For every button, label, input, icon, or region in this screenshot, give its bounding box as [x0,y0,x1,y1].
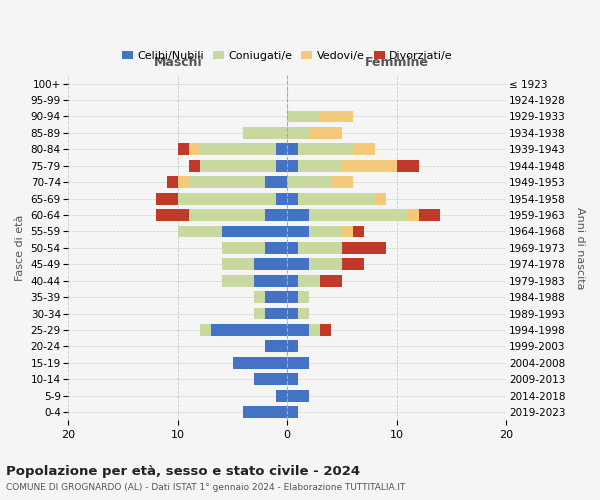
Bar [221,226,287,237]
Bar [178,192,276,204]
Bar [407,209,419,221]
Bar [309,258,342,270]
Bar [419,209,440,221]
Bar [265,209,287,221]
Bar [320,324,331,336]
Bar [221,242,265,254]
Bar [298,160,342,172]
Bar [221,275,254,286]
Bar [287,374,298,385]
Bar [265,176,287,188]
Bar [178,176,189,188]
Bar [320,110,353,122]
Bar [211,324,287,336]
Bar [309,127,342,139]
Bar [298,242,342,254]
Bar [254,258,287,270]
Bar [276,192,287,204]
Bar [178,144,189,155]
Bar [298,308,309,320]
Bar [287,406,298,418]
Bar [156,209,189,221]
Bar [167,176,178,188]
Bar [309,324,320,336]
Bar [189,160,200,172]
Bar [287,357,309,368]
Bar [189,209,265,221]
Bar [265,308,287,320]
Legend: Celibi/Nubili, Coniugati/e, Vedovi/e, Divorziati/e: Celibi/Nubili, Coniugati/e, Vedovi/e, Di… [117,46,457,66]
Y-axis label: Anni di nascita: Anni di nascita [575,206,585,289]
Bar [353,226,364,237]
Bar [200,160,276,172]
Bar [287,258,309,270]
Y-axis label: Fasce di età: Fasce di età [15,214,25,281]
Bar [298,291,309,303]
Bar [189,144,200,155]
Bar [276,160,287,172]
Bar [298,144,353,155]
Bar [265,340,287,352]
Bar [320,275,342,286]
Bar [265,291,287,303]
Bar [287,144,298,155]
Bar [287,340,298,352]
Bar [221,258,254,270]
Bar [233,357,287,368]
Bar [287,160,298,172]
Bar [309,209,407,221]
Bar [244,127,287,139]
Bar [287,226,309,237]
Bar [254,374,287,385]
Bar [298,192,375,204]
Bar [298,275,320,286]
Bar [254,308,265,320]
Bar [156,192,178,204]
Bar [287,242,298,254]
Bar [353,144,375,155]
Bar [244,406,287,418]
Bar [342,226,353,237]
Bar [309,226,342,237]
Bar [287,192,298,204]
Bar [342,258,364,270]
Bar [331,176,353,188]
Bar [200,144,276,155]
Bar [287,127,309,139]
Bar [189,176,265,188]
Bar [276,390,287,402]
Text: Maschi: Maschi [154,56,202,68]
Bar [287,110,320,122]
Bar [342,242,386,254]
Text: COMUNE DI GROGNARDO (AL) - Dati ISTAT 1° gennaio 2024 - Elaborazione TUTTITALIA.: COMUNE DI GROGNARDO (AL) - Dati ISTAT 1°… [6,482,406,492]
Bar [287,209,309,221]
Bar [254,291,265,303]
Text: Femmine: Femmine [365,56,428,68]
Bar [287,275,298,286]
Bar [265,242,287,254]
Bar [287,291,298,303]
Bar [287,176,331,188]
Bar [287,390,309,402]
Bar [397,160,419,172]
Bar [287,324,309,336]
Text: Popolazione per età, sesso e stato civile - 2024: Popolazione per età, sesso e stato civil… [6,465,360,478]
Bar [178,226,221,237]
Bar [200,324,211,336]
Bar [254,275,287,286]
Bar [276,144,287,155]
Bar [375,192,386,204]
Bar [287,308,298,320]
Bar [342,160,397,172]
